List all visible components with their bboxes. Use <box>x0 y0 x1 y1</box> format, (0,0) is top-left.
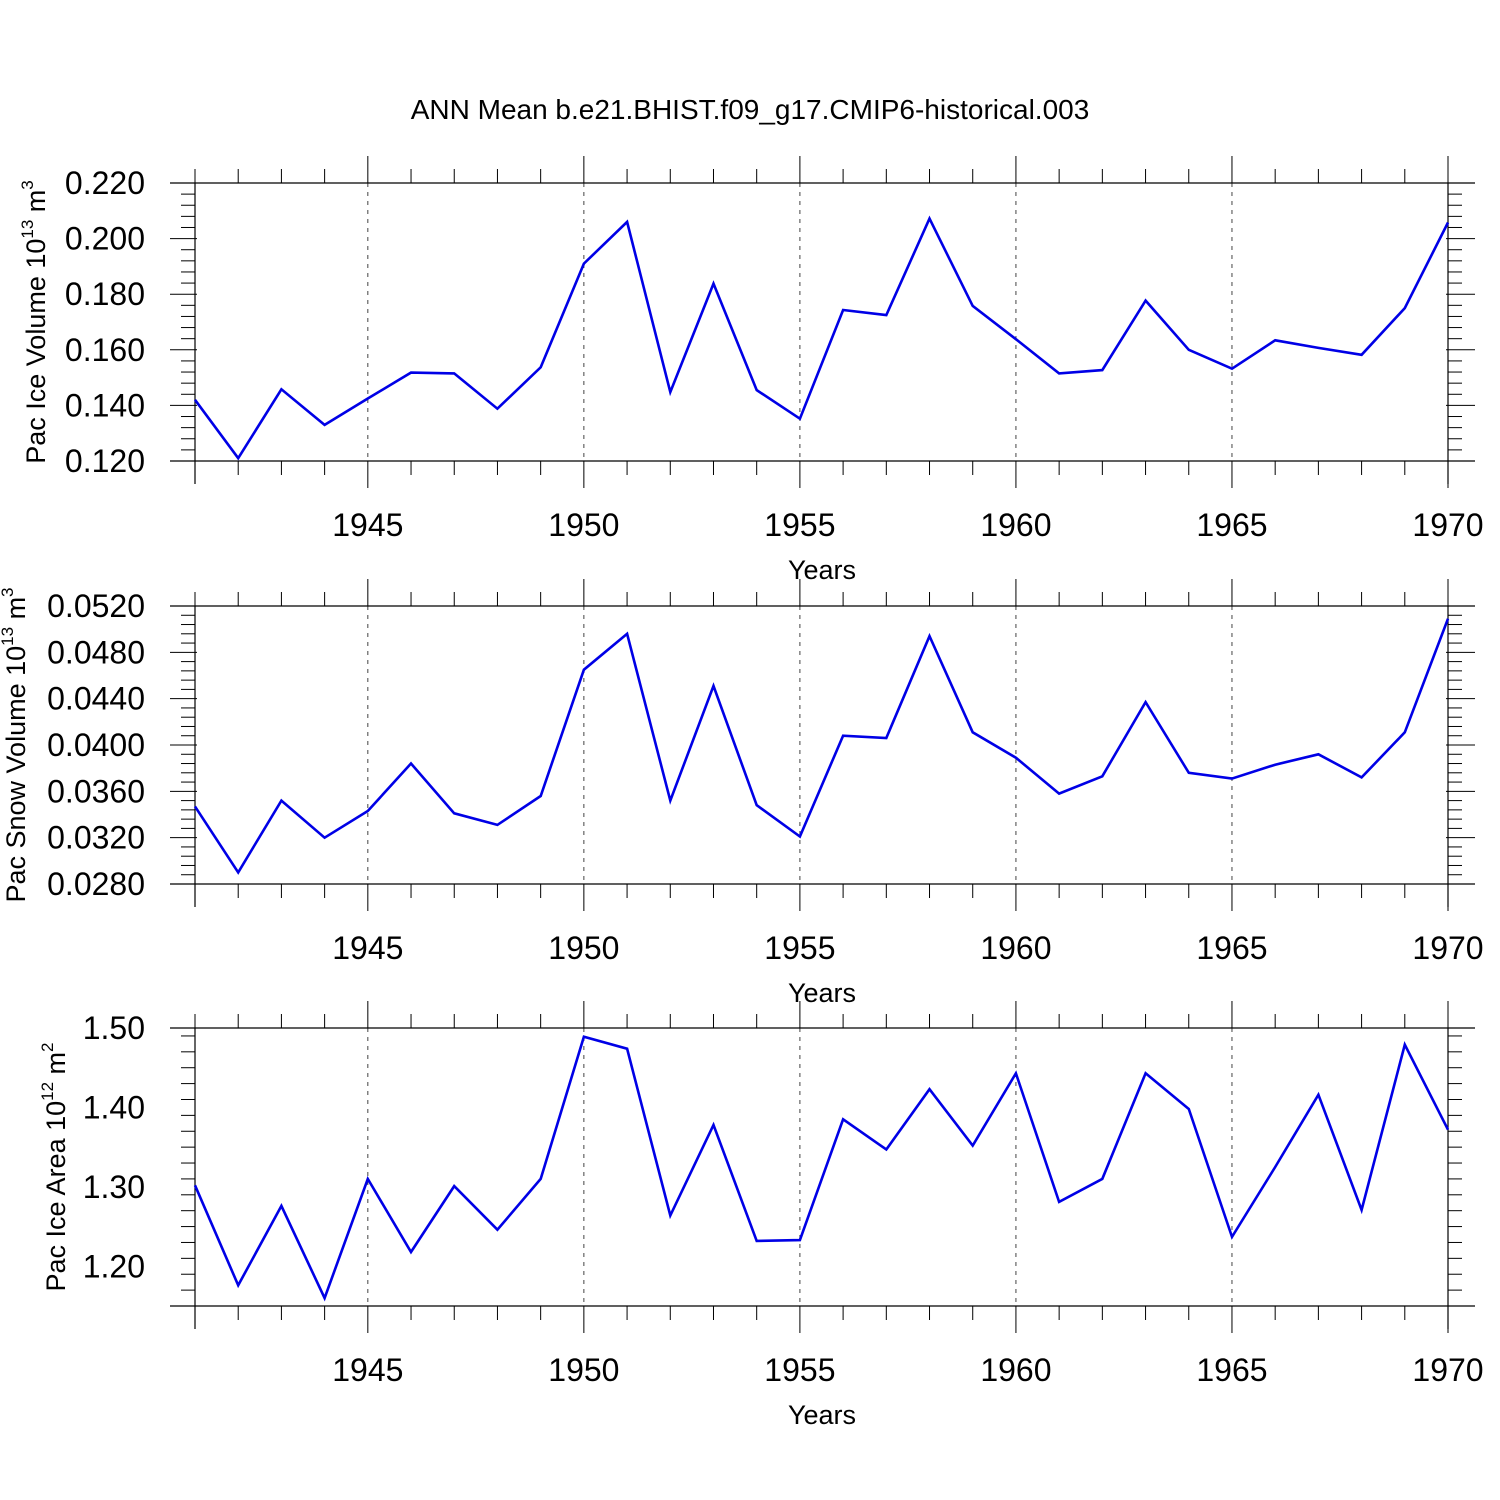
panel-2: 0.0280 0.0320 0.0360 0.0400 0.0440 0.0480 0.05… <box>0 579 1484 1008</box>
y-tick-label: 0.120 <box>65 443 145 479</box>
y-tick-label: 0.220 <box>65 165 145 201</box>
x-tick-label: 1950 <box>548 930 619 966</box>
y-tick-label: 0.0280 <box>47 866 145 902</box>
y-tick-label: 0.140 <box>65 387 145 423</box>
y-tick-label: 1.40 <box>83 1089 145 1125</box>
y-tick-label: 0.0520 <box>47 588 145 624</box>
y-tick-label: 0.200 <box>65 221 145 257</box>
panel-1: 0.120 0.140 0.160 0.180 0.200 0.220 1945 1950 19… <box>18 156 1484 585</box>
x-tick-label: 1970 <box>1412 1352 1483 1388</box>
x-tick-label: 1960 <box>980 930 1051 966</box>
x-axis-title: Years <box>788 978 856 1008</box>
series-line <box>193 215 1450 461</box>
y-tick-label: 0.0320 <box>47 820 145 856</box>
x-axis-title: Years <box>788 555 856 585</box>
x-tick-label: 1950 <box>548 507 619 543</box>
x-tick-label: 1970 <box>1412 507 1483 543</box>
x-tick-label: 1965 <box>1196 507 1267 543</box>
x-tick-label: 1945 <box>332 507 403 543</box>
figure-title: ANN Mean b.e21.BHIST.f09_g17.CMIP6-histo… <box>411 94 1090 125</box>
x-tick-label: 1960 <box>980 1352 1051 1388</box>
y-tick-label: 0.0480 <box>47 634 145 670</box>
x-tick-label: 1950 <box>548 1352 619 1388</box>
x-tick-label: 1955 <box>764 930 835 966</box>
x-tick-label: 1955 <box>764 1352 835 1388</box>
y-tick-label: 0.0400 <box>47 727 145 763</box>
x-tick-label: 1955 <box>764 507 835 543</box>
y-axis-title: Pac Ice Area 1012 m2 <box>38 1042 71 1291</box>
x-tick-label: 1945 <box>332 1352 403 1388</box>
y-tick-label: 1.20 <box>83 1248 145 1284</box>
x-axis-title: Years <box>788 1400 856 1430</box>
panels: 0.120 0.140 0.160 0.180 0.200 0.220 1945 1950 19… <box>0 156 1484 1430</box>
x-tick-label: 1960 <box>980 507 1051 543</box>
x-tick-label: 1970 <box>1412 930 1483 966</box>
x-tick-label: 1945 <box>332 930 403 966</box>
x-tick-label: 1965 <box>1196 1352 1267 1388</box>
y-axis-title: Pac Snow Volume 1013 m3 <box>0 587 31 902</box>
y-tick-label: 0.0440 <box>47 681 145 717</box>
y-tick-label: 0.0360 <box>47 773 145 809</box>
x-tick-label: 1965 <box>1196 930 1267 966</box>
y-tick-label: 1.50 <box>83 1010 145 1046</box>
series-line <box>193 618 1450 875</box>
y-tick-label: 1.30 <box>83 1169 145 1205</box>
y-tick-label: 0.160 <box>65 332 145 368</box>
y-axis-title: Pac Ice Volume 1013 m3 <box>18 180 51 464</box>
series-line <box>193 1035 1450 1302</box>
y-tick-label: 0.180 <box>65 276 145 312</box>
panel-3: 1.20 1.30 1.40 1.50 1945 1950 1955 1960 1965 1970… <box>38 1001 1484 1430</box>
